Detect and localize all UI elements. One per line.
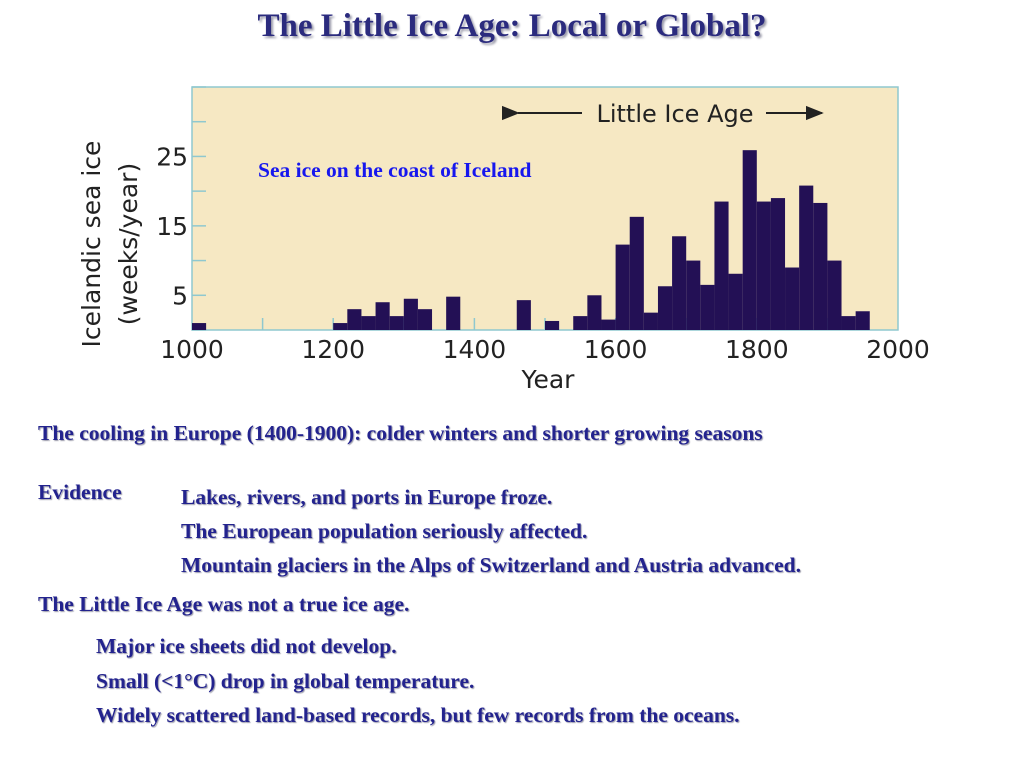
x-tick-label: 1200 (301, 335, 365, 364)
reason-item: Widely scattered land-based records, but… (96, 703, 740, 727)
bar (417, 309, 433, 330)
x-tick-label: 1000 (160, 335, 224, 364)
bar (361, 316, 376, 330)
bar (615, 244, 630, 330)
evidence-item: Mountain glaciers in the Alps of Switzer… (181, 553, 801, 577)
chart-annotation: Sea ice on the coast of Iceland (258, 158, 532, 182)
bar (587, 295, 602, 330)
evidence-item: Lakes, rivers, and ports in Europe froze… (181, 485, 553, 509)
bar (375, 302, 390, 330)
evidence-label: Evidence (38, 480, 122, 504)
bar (686, 260, 701, 330)
bar (841, 316, 856, 330)
bar (389, 316, 404, 330)
y-tick-label: 5 (172, 281, 188, 310)
bar (672, 236, 687, 330)
y-axis-label-line2: (weeks/year) (114, 163, 143, 325)
bar (785, 267, 800, 330)
bar (545, 320, 560, 330)
lia-label: Little Ice Age (596, 100, 753, 128)
x-tick-label: 2000 (866, 335, 930, 364)
bar (403, 298, 418, 330)
bar (516, 300, 531, 330)
slide-title: The Little Ice Age: Local or Global? (257, 8, 767, 44)
bar (446, 296, 461, 330)
bar (799, 185, 814, 330)
bar (333, 323, 348, 330)
y-tick-label: 15 (156, 212, 188, 241)
evidence-list: Lakes, rivers, and ports in Europe froze… (181, 480, 801, 582)
bar (742, 150, 757, 330)
bar (643, 312, 658, 330)
bar (700, 284, 715, 330)
reasons-list: Major ice sheets did not develop. Small … (96, 629, 740, 733)
reason-item: Major ice sheets did not develop. (96, 634, 397, 658)
x-tick-label: 1800 (725, 335, 789, 364)
x-axis-label: Year (521, 365, 576, 394)
y-tick-label: 25 (156, 142, 188, 171)
bar (192, 323, 207, 330)
sea-ice-chart: Sea ice on the coast of Iceland Little I… (77, 86, 930, 394)
cooling-statement: The cooling in Europe (1400-1900): colde… (38, 421, 763, 445)
bar (601, 319, 616, 330)
bar (770, 198, 786, 330)
bar (629, 216, 644, 330)
reason-item: Small (<1°C) drop in global temperature. (96, 668, 475, 693)
bar (657, 286, 673, 330)
x-tick-label: 1400 (443, 335, 507, 364)
bar (813, 202, 828, 330)
y-axis-label-line1: Icelandic sea ice (77, 141, 106, 348)
bar (347, 309, 362, 330)
evidence-item: The European population seriously affect… (181, 519, 588, 543)
bar (855, 311, 870, 330)
bar (827, 260, 842, 330)
not-true-ice-age-statement: The Little Ice Age was not a true ice ag… (38, 592, 410, 616)
bar (714, 201, 729, 330)
bar (573, 316, 588, 330)
bar (756, 201, 771, 330)
x-tick-label: 1600 (584, 335, 648, 364)
bar (728, 273, 743, 330)
